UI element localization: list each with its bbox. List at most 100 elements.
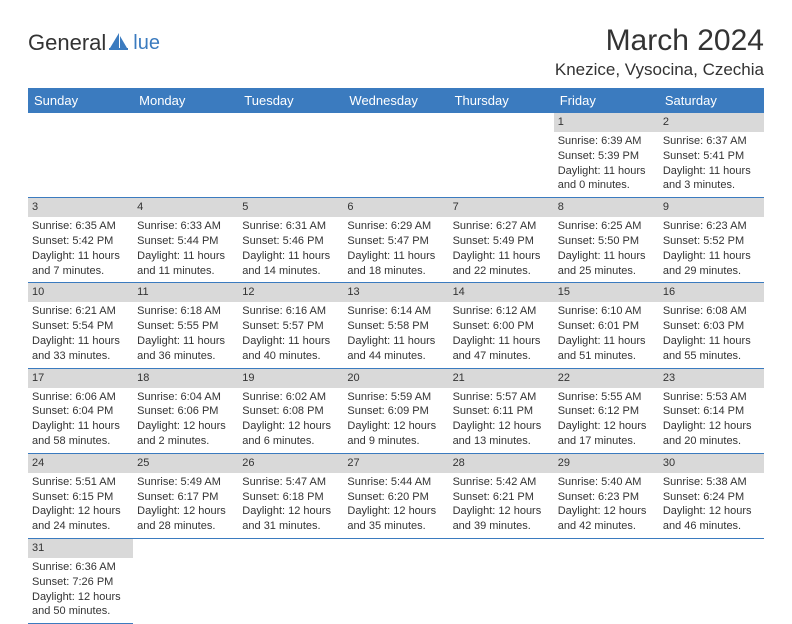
- sunrise-text: Sunrise: 5:59 AM: [347, 390, 444, 405]
- day-number: 3: [28, 198, 133, 217]
- day-cell: 7Sunrise: 6:27 AMSunset: 5:49 PMDaylight…: [449, 198, 554, 283]
- day-header: Thursday: [449, 88, 554, 113]
- sunset-text: Sunset: 6:03 PM: [663, 319, 760, 334]
- day-cell: 5Sunrise: 6:31 AMSunset: 5:46 PMDaylight…: [238, 198, 343, 283]
- daylight-text: Daylight: 12 hours: [242, 504, 339, 519]
- day-details: Sunrise: 6:25 AMSunset: 5:50 PMDaylight:…: [554, 217, 659, 282]
- day-number: 11: [133, 283, 238, 302]
- daylight-text: Daylight: 11 hours: [347, 249, 444, 264]
- sunrise-text: Sunrise: 6:14 AM: [347, 304, 444, 319]
- day-number: 29: [554, 454, 659, 473]
- day-details: Sunrise: 5:49 AMSunset: 6:17 PMDaylight:…: [133, 473, 238, 538]
- day-cell: 26Sunrise: 5:47 AMSunset: 6:18 PMDayligh…: [238, 453, 343, 538]
- sunrise-text: Sunrise: 6:16 AM: [242, 304, 339, 319]
- daylight-text: Daylight: 12 hours: [663, 419, 760, 434]
- daylight-text: and 7 minutes.: [32, 264, 129, 279]
- sunrise-text: Sunrise: 6:18 AM: [137, 304, 234, 319]
- day-details: Sunrise: 6:16 AMSunset: 5:57 PMDaylight:…: [238, 302, 343, 367]
- day-cell: 11Sunrise: 6:18 AMSunset: 5:55 PMDayligh…: [133, 283, 238, 368]
- page-title: March 2024: [555, 24, 764, 58]
- day-cell: [343, 539, 448, 624]
- sunrise-text: Sunrise: 6:10 AM: [558, 304, 655, 319]
- sunset-text: Sunset: 6:21 PM: [453, 490, 550, 505]
- day-cell: [343, 113, 448, 198]
- day-header: Saturday: [659, 88, 764, 113]
- week-row: 24Sunrise: 5:51 AMSunset: 6:15 PMDayligh…: [28, 453, 764, 538]
- day-cell: [238, 113, 343, 198]
- day-number: 5: [238, 198, 343, 217]
- daylight-text: Daylight: 11 hours: [32, 334, 129, 349]
- day-details: Sunrise: 6:10 AMSunset: 6:01 PMDaylight:…: [554, 302, 659, 367]
- daylight-text: and 55 minutes.: [663, 349, 760, 364]
- header: General lue March 2024 Knezice, Vysocina…: [28, 24, 764, 80]
- day-details: Sunrise: 5:59 AMSunset: 6:09 PMDaylight:…: [343, 388, 448, 453]
- day-header: Friday: [554, 88, 659, 113]
- daylight-text: Daylight: 12 hours: [32, 590, 129, 605]
- day-details: Sunrise: 5:51 AMSunset: 6:15 PMDaylight:…: [28, 473, 133, 538]
- day-details: Sunrise: 5:38 AMSunset: 6:24 PMDaylight:…: [659, 473, 764, 538]
- day-cell: 6Sunrise: 6:29 AMSunset: 5:47 PMDaylight…: [343, 198, 448, 283]
- day-number: 20: [343, 369, 448, 388]
- daylight-text: Daylight: 12 hours: [558, 419, 655, 434]
- logo: General lue: [28, 30, 160, 56]
- day-cell: 14Sunrise: 6:12 AMSunset: 6:00 PMDayligh…: [449, 283, 554, 368]
- day-header: Tuesday: [238, 88, 343, 113]
- sunrise-text: Sunrise: 5:38 AM: [663, 475, 760, 490]
- sail-icon: [108, 31, 130, 56]
- day-cell: 21Sunrise: 5:57 AMSunset: 6:11 PMDayligh…: [449, 368, 554, 453]
- day-cell: 20Sunrise: 5:59 AMSunset: 6:09 PMDayligh…: [343, 368, 448, 453]
- day-details: Sunrise: 6:02 AMSunset: 6:08 PMDaylight:…: [238, 388, 343, 453]
- sunset-text: Sunset: 6:11 PM: [453, 404, 550, 419]
- daylight-text: and 24 minutes.: [32, 519, 129, 534]
- sunset-text: Sunset: 5:42 PM: [32, 234, 129, 249]
- daylight-text: Daylight: 11 hours: [137, 334, 234, 349]
- sunset-text: Sunset: 5:54 PM: [32, 319, 129, 334]
- sunset-text: Sunset: 5:58 PM: [347, 319, 444, 334]
- sunset-text: Sunset: 5:41 PM: [663, 149, 760, 164]
- day-number: 27: [343, 454, 448, 473]
- daylight-text: Daylight: 11 hours: [558, 164, 655, 179]
- daylight-text: and 44 minutes.: [347, 349, 444, 364]
- day-number: 18: [133, 369, 238, 388]
- sunset-text: Sunset: 5:50 PM: [558, 234, 655, 249]
- sunrise-text: Sunrise: 5:40 AM: [558, 475, 655, 490]
- daylight-text: and 33 minutes.: [32, 349, 129, 364]
- daylight-text: and 9 minutes.: [347, 434, 444, 449]
- day-number: 13: [343, 283, 448, 302]
- daylight-text: and 18 minutes.: [347, 264, 444, 279]
- day-cell: 8Sunrise: 6:25 AMSunset: 5:50 PMDaylight…: [554, 198, 659, 283]
- day-details: Sunrise: 5:53 AMSunset: 6:14 PMDaylight:…: [659, 388, 764, 453]
- sunset-text: Sunset: 5:46 PM: [242, 234, 339, 249]
- day-details: Sunrise: 5:44 AMSunset: 6:20 PMDaylight:…: [343, 473, 448, 538]
- sunrise-text: Sunrise: 6:06 AM: [32, 390, 129, 405]
- daylight-text: Daylight: 12 hours: [137, 419, 234, 434]
- day-details: Sunrise: 5:57 AMSunset: 6:11 PMDaylight:…: [449, 388, 554, 453]
- day-cell: [133, 113, 238, 198]
- sunset-text: Sunset: 5:39 PM: [558, 149, 655, 164]
- day-details: Sunrise: 6:39 AMSunset: 5:39 PMDaylight:…: [554, 132, 659, 197]
- sunrise-text: Sunrise: 6:35 AM: [32, 219, 129, 234]
- day-cell: 3Sunrise: 6:35 AMSunset: 5:42 PMDaylight…: [28, 198, 133, 283]
- daylight-text: and 25 minutes.: [558, 264, 655, 279]
- daylight-text: and 11 minutes.: [137, 264, 234, 279]
- day-details: Sunrise: 6:04 AMSunset: 6:06 PMDaylight:…: [133, 388, 238, 453]
- day-number: 24: [28, 454, 133, 473]
- daylight-text: Daylight: 12 hours: [347, 419, 444, 434]
- sunset-text: Sunset: 5:57 PM: [242, 319, 339, 334]
- day-number: 19: [238, 369, 343, 388]
- sunrise-text: Sunrise: 6:36 AM: [32, 560, 129, 575]
- sunrise-text: Sunrise: 5:53 AM: [663, 390, 760, 405]
- day-number: 1: [554, 113, 659, 132]
- daylight-text: Daylight: 11 hours: [558, 334, 655, 349]
- day-details: Sunrise: 6:36 AMSunset: 7:26 PMDaylight:…: [28, 558, 133, 623]
- daylight-text: and 40 minutes.: [242, 349, 339, 364]
- day-details: Sunrise: 6:35 AMSunset: 5:42 PMDaylight:…: [28, 217, 133, 282]
- sunrise-text: Sunrise: 5:44 AM: [347, 475, 444, 490]
- daylight-text: Daylight: 11 hours: [453, 334, 550, 349]
- sunrise-text: Sunrise: 6:33 AM: [137, 219, 234, 234]
- day-cell: 22Sunrise: 5:55 AMSunset: 6:12 PMDayligh…: [554, 368, 659, 453]
- day-number: 15: [554, 283, 659, 302]
- day-header-row: Sunday Monday Tuesday Wednesday Thursday…: [28, 88, 764, 113]
- day-number: 7: [449, 198, 554, 217]
- day-details: Sunrise: 5:55 AMSunset: 6:12 PMDaylight:…: [554, 388, 659, 453]
